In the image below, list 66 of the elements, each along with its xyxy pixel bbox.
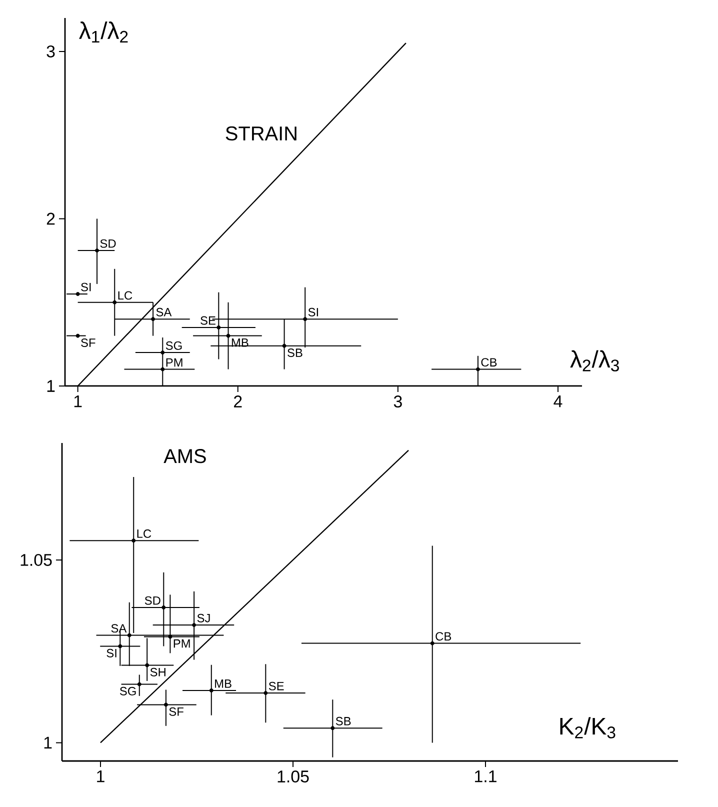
point <box>264 691 268 695</box>
text: STRAIN <box>226 126 296 140</box>
point <box>95 248 100 252</box>
series-label: MB <box>215 680 232 688</box>
x-tick-label: 1.05 <box>278 770 309 783</box>
point <box>160 367 165 372</box>
series-label: SG <box>166 341 182 350</box>
y-tick-label: 1 <box>47 380 55 392</box>
point <box>112 300 117 304</box>
y-tick-label: 1.05 <box>20 554 52 566</box>
series-label: SI <box>81 282 91 292</box>
x-tick-label: 1.1 <box>475 770 496 782</box>
point <box>192 623 196 628</box>
series-label: LC <box>137 529 152 538</box>
series-label: SA <box>111 624 127 633</box>
series-label: PM <box>174 639 190 648</box>
y-axis-title: λ$_{1}$/λ$_{2}$ <box>79 22 128 43</box>
point <box>118 644 122 648</box>
series-label: SD <box>144 596 160 605</box>
point <box>168 634 172 639</box>
point <box>430 641 434 646</box>
point <box>145 663 150 668</box>
series-label: SG <box>120 686 136 696</box>
y-tick-label: 3 <box>46 45 55 58</box>
chart-title: AMS <box>164 449 206 464</box>
series-label: SA <box>156 308 172 316</box>
x-tick-label: 1 <box>97 770 104 782</box>
series-label: SF <box>169 707 184 716</box>
x-tick-label: 1 <box>74 396 82 408</box>
x-tick-label: 4 <box>554 396 562 408</box>
series-label: SE <box>268 682 284 690</box>
point <box>209 688 214 692</box>
point <box>137 682 142 686</box>
point <box>76 292 80 296</box>
series-label: SB <box>336 716 351 726</box>
series-label: SF <box>81 338 96 347</box>
point <box>216 325 221 330</box>
point <box>303 317 308 322</box>
point <box>226 334 230 338</box>
x-tick-label: 2 <box>234 396 242 408</box>
series-label: PM <box>166 358 182 367</box>
point <box>330 726 335 730</box>
series-label: LC <box>118 291 132 300</box>
series-label: SB <box>288 348 302 357</box>
point <box>282 344 286 348</box>
x-tick-label: 3 <box>394 396 402 408</box>
point <box>476 367 480 372</box>
point <box>162 605 166 610</box>
y-tick-label: 2 <box>46 212 55 225</box>
point <box>76 334 80 338</box>
series-label: SI <box>106 648 116 658</box>
point <box>151 317 156 322</box>
x-axis-title: K$_{2}$/K$_{3}$ <box>560 717 616 738</box>
series-label: SE <box>200 316 216 325</box>
series-label: CB <box>436 632 452 641</box>
point <box>127 633 132 638</box>
series-label: SI <box>308 308 318 316</box>
series-label: SJ <box>197 614 210 622</box>
y-tick-label: 1 <box>44 736 52 749</box>
series-label: CB <box>481 358 497 367</box>
point <box>164 702 168 707</box>
series-label: SH <box>150 668 166 676</box>
x-axis-title: λ$_{2}$/λ$_{3}$ <box>570 350 619 372</box>
point <box>160 350 165 355</box>
series-label: SD <box>100 239 116 248</box>
point <box>132 538 136 543</box>
